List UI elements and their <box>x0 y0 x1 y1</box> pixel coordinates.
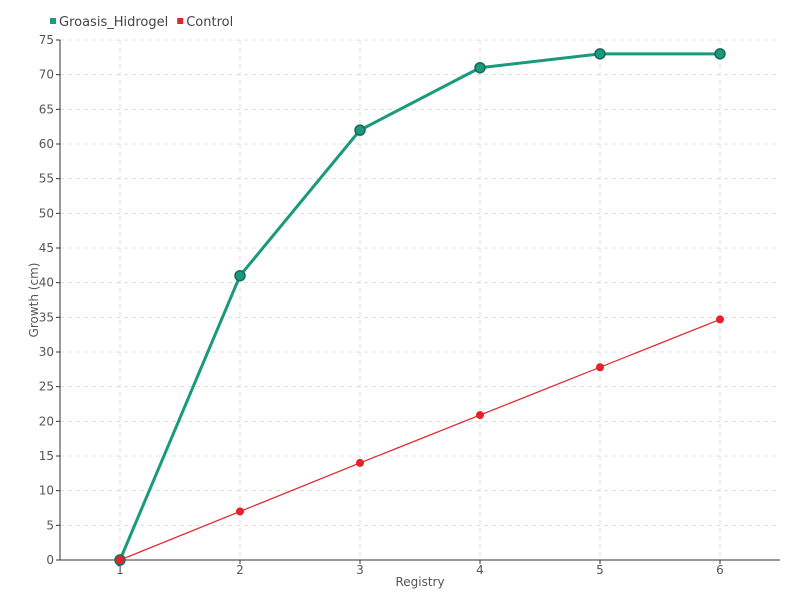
series-line <box>119 318 721 561</box>
y-axis-title: Growth (cm) <box>27 263 41 338</box>
legend-label: Groasis_Hidrogel <box>59 15 168 30</box>
y-tick-label: 50 <box>39 206 54 220</box>
data-point <box>236 507 244 516</box>
legend-swatch <box>177 18 184 24</box>
x-tick-label: 1 <box>116 563 124 577</box>
series-0 <box>114 48 726 566</box>
x-tick-label: 2 <box>236 563 244 577</box>
data-point <box>476 411 484 420</box>
y-tick-label: 35 <box>39 310 54 324</box>
y-ticks: 0 5 10 15 20 25 30 35 40 45 50 55 60 65 70 75 <box>39 33 60 567</box>
data-point <box>474 61 486 74</box>
y-tick-label: 30 <box>39 345 54 359</box>
y-tick-label: 60 <box>39 137 54 151</box>
series-line <box>118 52 720 561</box>
legend-label: Control <box>186 15 233 30</box>
y-tick-label: 65 <box>39 102 54 116</box>
data-point <box>356 458 364 467</box>
legend-swatch <box>50 18 56 24</box>
x-tick-label: 4 <box>476 563 484 577</box>
y-tick-label: 40 <box>39 276 54 290</box>
data-point <box>716 315 724 324</box>
data-point <box>594 48 606 60</box>
y-tick-label: 10 <box>39 484 54 498</box>
axes <box>59 40 780 561</box>
series <box>114 48 726 566</box>
y-tick-label: 70 <box>39 68 54 82</box>
series-1 <box>116 315 724 564</box>
y-tick-label: 25 <box>39 380 54 394</box>
y-tick-label: 0 <box>46 553 54 567</box>
y-tick-label: 20 <box>39 414 54 428</box>
x-tick-label: 3 <box>356 563 364 577</box>
data-point <box>116 556 124 564</box>
legend: Groasis_Hidrogel Control <box>50 15 233 30</box>
y-tick-label: 45 <box>39 241 54 255</box>
data-point <box>354 124 366 136</box>
y-tick-label: 5 <box>46 518 54 532</box>
x-axis-title: Registry <box>395 575 444 589</box>
y-tick-label: 75 <box>39 33 54 47</box>
data-point <box>596 363 604 372</box>
x-tick-label: 5 <box>596 563 604 577</box>
y-tick-label: 55 <box>39 172 54 186</box>
x-tick-label: 6 <box>716 563 724 577</box>
data-point <box>714 48 726 60</box>
grid <box>60 39 780 560</box>
data-point <box>234 269 246 282</box>
y-tick-label: 15 <box>39 449 54 463</box>
